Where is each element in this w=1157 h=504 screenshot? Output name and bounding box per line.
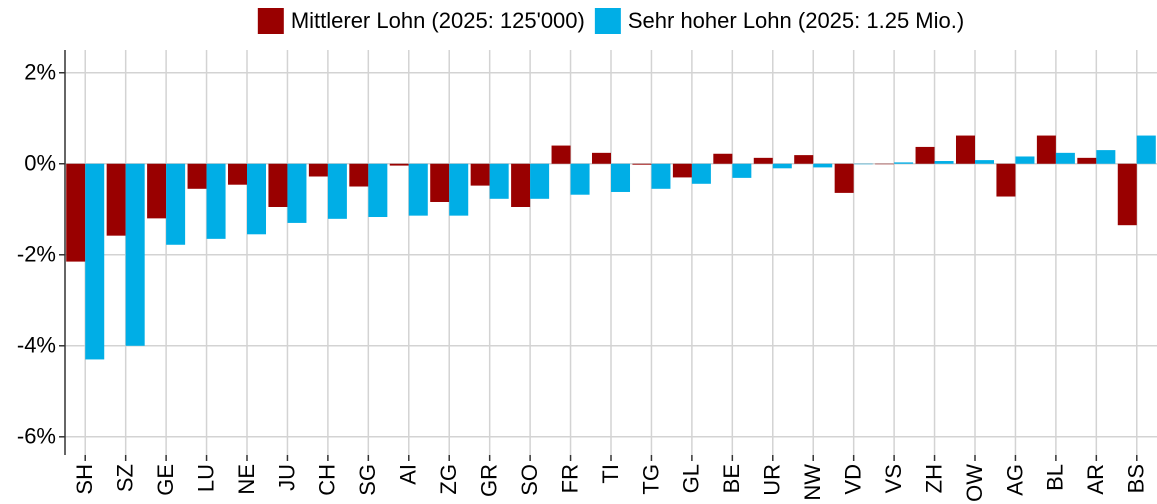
x-tick-label: OW [962,464,987,502]
bar [1117,163,1137,226]
x-tick-label: ZH [921,464,946,493]
x-tick-label: AI [396,464,421,485]
bar [794,155,814,164]
legend-swatch [257,8,284,34]
bar [772,163,792,169]
bar [834,163,854,193]
x-tick-label: TI [598,464,623,484]
bar [611,163,631,192]
bar [934,161,954,164]
bar [206,163,226,239]
bar [106,163,126,236]
x-tick-label: TG [638,464,663,495]
x-tick-label: SO [517,464,542,496]
bar [1055,152,1075,164]
x-tick-label: BE [719,464,744,493]
bar [996,163,1016,197]
bar [753,157,773,164]
bar [327,163,347,219]
x-tick-label: JU [274,464,299,491]
bar [268,163,288,207]
bar [489,163,509,199]
bar [651,163,671,189]
bar [1136,135,1156,164]
bar [147,163,167,219]
bar [349,163,369,187]
bar [166,163,186,245]
x-tick-label: VD [840,464,865,495]
bar [551,145,571,164]
bar [591,152,611,164]
y-tick-label: -2% [17,242,56,267]
bar [449,163,469,216]
bar [732,163,752,178]
bar [955,135,975,164]
bar [1015,156,1035,164]
bar [227,163,247,185]
x-tick-label: NE [234,464,259,495]
legend-label: Mittlerer Lohn (2025: 125'000) [291,8,585,33]
bar [1077,157,1097,164]
x-tick-label: LU [193,464,218,492]
bar [308,163,328,177]
x-tick-label: ZG [436,464,461,495]
x-tick-label: AR [1083,464,1108,495]
bar [368,163,388,218]
bar [187,163,207,189]
bar [570,163,590,195]
x-tick-label: GE [153,464,178,496]
x-tick-label: GL [679,464,704,493]
bar [287,163,307,223]
bar [915,146,935,164]
x-tick-label: UR [760,464,785,496]
bar [511,163,531,207]
x-tick-label: GR [476,464,501,497]
x-tick-label: AG [1002,464,1027,496]
legend-label: Sehr hoher Lohn (2025: 1.25 Mio.) [628,8,964,33]
bar [389,163,409,166]
bar [85,163,105,360]
bar [632,163,652,165]
y-tick-label: 2% [24,60,56,85]
legend-swatch [594,8,621,34]
bar [125,163,145,346]
bar [1036,135,1056,164]
x-tick-label: FR [557,464,582,493]
bar [408,163,428,216]
bar [430,163,450,202]
y-tick-label: 0% [24,151,56,176]
y-tick-label: -4% [17,333,56,358]
x-tick-label: CH [315,464,340,496]
x-tick-label: SZ [112,464,137,492]
bar [470,163,490,186]
bar [813,163,833,168]
bar [1096,150,1116,164]
bar [691,163,711,184]
bar [66,163,86,262]
bar [247,163,267,235]
bar [894,162,914,164]
y-tick-label: -6% [17,424,56,449]
x-tick-label: BS [1124,464,1149,493]
bar [530,163,550,199]
bar [713,153,733,164]
x-tick-label: SG [355,464,380,496]
bar [672,163,692,178]
x-tick-label: SH [72,464,97,495]
bar [975,160,995,164]
x-tick-label: BL [1043,464,1068,491]
x-tick-label: NW [800,464,825,501]
x-tick-label: VS [881,464,906,493]
